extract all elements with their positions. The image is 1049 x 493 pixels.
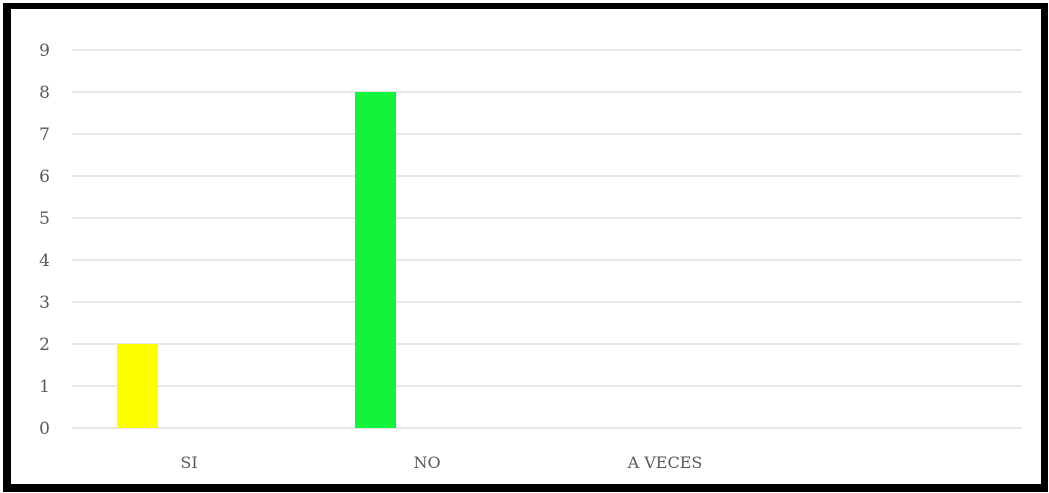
- y-tick-label: 7: [39, 125, 50, 145]
- y-tick-label: 4: [39, 251, 50, 271]
- y-tick-label: 3: [39, 293, 50, 313]
- y-tick-label: 8: [39, 83, 50, 103]
- y-axis-tick-labels: 0 1 2 3 4 5 6 7 8 9: [39, 41, 50, 439]
- y-tick-label: 9: [39, 41, 50, 61]
- y-tick-label: 5: [39, 209, 50, 229]
- x-category-label: NO: [413, 453, 440, 472]
- y-tick-label: 0: [39, 419, 50, 439]
- y-tick-label: 6: [39, 167, 50, 187]
- bar-no: [355, 92, 396, 428]
- x-category-label: A VECES: [627, 453, 703, 472]
- bars: [117, 92, 396, 428]
- y-tick-label: 1: [39, 377, 50, 397]
- bar-si: [117, 344, 158, 428]
- x-axis-category-labels: SI NO A VECES: [180, 453, 702, 472]
- x-category-label: SI: [180, 453, 197, 472]
- y-tick-label: 2: [39, 335, 50, 355]
- chart-frame: [3, 3, 1048, 492]
- gridlines: [72, 49, 1022, 429]
